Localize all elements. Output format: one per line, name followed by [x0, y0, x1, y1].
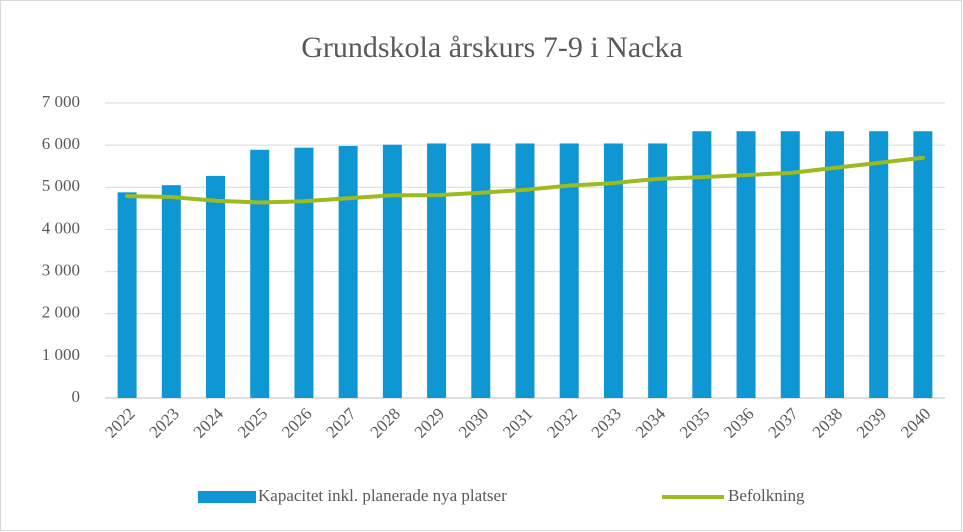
bar — [338, 145, 358, 398]
bar — [382, 144, 402, 398]
y-tick-label: 1 000 — [42, 345, 80, 364]
y-tick-label: 6 000 — [42, 134, 80, 153]
y-tick-label: 0 — [72, 387, 81, 406]
bar — [913, 131, 933, 398]
bar — [515, 143, 535, 398]
legend-label: Befolkning — [728, 486, 805, 505]
bar — [648, 143, 668, 398]
bar — [824, 131, 844, 398]
bar — [206, 175, 226, 398]
y-tick-label: 5 000 — [42, 176, 80, 195]
bar — [559, 143, 579, 398]
legend-swatch — [198, 491, 256, 503]
bar — [117, 192, 137, 398]
y-tick-label: 3 000 — [42, 260, 80, 279]
legend-label: Kapacitet inkl. planerade nya platser — [258, 486, 507, 505]
line — [125, 155, 925, 205]
bar — [780, 131, 800, 398]
bar — [250, 149, 270, 398]
bar — [603, 143, 623, 398]
bar — [427, 143, 447, 398]
y-tick-label: 4 000 — [42, 218, 80, 237]
bar — [161, 185, 181, 398]
bar — [869, 131, 889, 398]
chart-title: Grundskola årskurs 7-9 i Nacka — [301, 31, 683, 64]
bar — [692, 131, 712, 398]
y-tick-label: 7 000 — [42, 92, 80, 111]
y-tick-label: 2 000 — [42, 303, 80, 322]
bar — [294, 147, 314, 398]
bar — [736, 131, 756, 398]
bar — [471, 143, 491, 398]
